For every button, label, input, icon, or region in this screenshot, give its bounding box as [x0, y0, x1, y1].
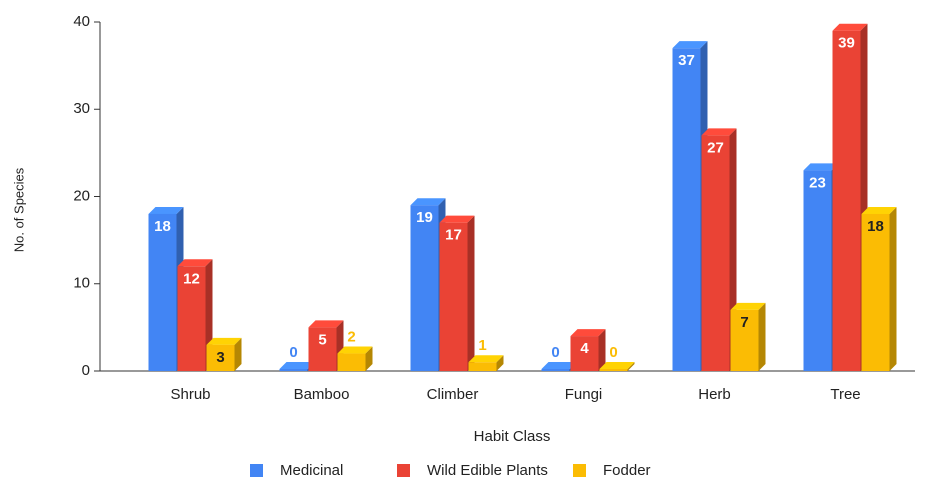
bar [861, 213, 890, 371]
bar [468, 362, 497, 371]
bar-top [803, 163, 839, 171]
bar-side [758, 302, 766, 371]
bar-top [439, 215, 475, 223]
bar [410, 205, 439, 371]
x-axis-title: Habit Class [474, 428, 551, 445]
data-label: 27 [707, 139, 724, 156]
bar [148, 213, 177, 371]
bar-top [832, 23, 868, 31]
y-tick-label: 0 [82, 362, 90, 379]
y-tick-label: 20 [73, 187, 90, 204]
bar-side [496, 355, 504, 371]
bar-side [627, 362, 635, 371]
bar-top [861, 206, 897, 214]
bar-top [410, 198, 446, 206]
bar-side [467, 215, 475, 371]
legend-label: Medicinal [280, 462, 343, 479]
bar [832, 30, 861, 371]
data-label: 0 [551, 344, 559, 361]
bar-top [337, 346, 373, 354]
bar [439, 222, 468, 371]
data-label: 19 [416, 209, 433, 226]
bar-top [541, 362, 577, 369]
data-label: 1 [478, 337, 486, 354]
bar-top [177, 259, 213, 267]
bar [177, 266, 206, 371]
bar-top [308, 320, 344, 328]
data-label: 0 [609, 344, 617, 361]
bar-top [672, 41, 708, 49]
x-tick-label: Herb [698, 386, 731, 403]
bar-top [701, 128, 737, 136]
bar-top [148, 206, 184, 214]
data-label: 5 [318, 331, 326, 348]
bar-side [889, 206, 897, 371]
legend-swatch [250, 464, 263, 477]
bar [701, 135, 730, 371]
bar [730, 309, 759, 371]
bar-side [598, 329, 606, 371]
data-label: 0 [289, 344, 297, 361]
data-label: 37 [678, 52, 695, 69]
data-label: 18 [867, 218, 884, 235]
bar-top [599, 362, 635, 369]
bar-top [730, 302, 766, 310]
bar-top [570, 329, 606, 337]
bar [599, 369, 628, 371]
data-label: 18 [154, 218, 171, 235]
bar-top [279, 362, 315, 369]
data-label: 39 [838, 35, 855, 52]
bar [570, 336, 599, 371]
x-tick-label: Shrub [170, 386, 210, 403]
data-label: 2 [347, 329, 355, 346]
data-label: 17 [445, 227, 462, 244]
y-tick-label: 10 [73, 275, 90, 292]
bar [803, 170, 832, 371]
bar [337, 353, 366, 371]
x-tick-label: Fungi [565, 386, 603, 403]
x-tick-label: Bamboo [294, 386, 350, 403]
bar [541, 369, 570, 371]
bar [206, 344, 235, 371]
y-tick-label: 30 [73, 100, 90, 117]
y-axis-title: No. of Species [11, 167, 26, 252]
bar-top [468, 355, 504, 363]
legend-label: Wild Edible Plants [427, 462, 548, 479]
legend-swatch [397, 464, 410, 477]
data-label: 7 [740, 314, 748, 331]
bar-side [365, 346, 373, 371]
data-label: 23 [809, 174, 826, 191]
bar [672, 48, 701, 372]
data-label: 4 [580, 340, 589, 357]
bar [279, 369, 308, 371]
data-label: 12 [183, 270, 200, 287]
x-tick-label: Climber [427, 386, 479, 403]
legend-label: Fodder [603, 462, 651, 479]
bar-top [206, 337, 242, 345]
bar-side [234, 337, 242, 371]
data-label: 3 [216, 349, 224, 366]
y-tick-label: 40 [73, 13, 90, 30]
bar [308, 327, 337, 371]
x-tick-label: Tree [830, 386, 860, 403]
legend-swatch [573, 464, 586, 477]
